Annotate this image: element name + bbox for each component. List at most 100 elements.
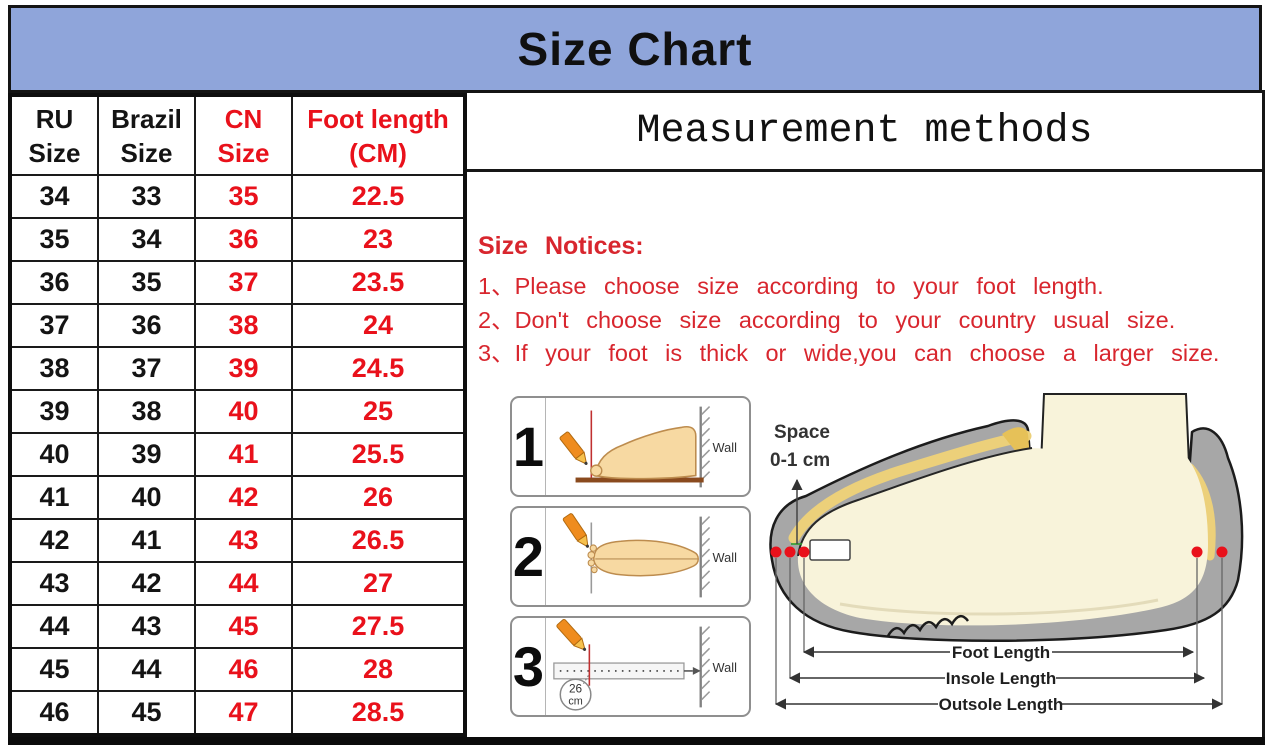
table-cell: 40 <box>97 474 196 520</box>
table-cell: 27 <box>291 560 466 606</box>
foot-inside-shoe <box>797 448 1208 626</box>
measurement-steps: 1 Wall <box>510 396 751 726</box>
table-cell: 39 <box>9 388 99 434</box>
table-cell: 38 <box>97 388 196 434</box>
table-cell: 37 <box>9 302 99 348</box>
notice-item: 2、Don't choose size according to your co… <box>478 306 1176 333</box>
table-cell: 24.5 <box>291 345 466 391</box>
pencil-icon <box>562 513 589 548</box>
table-cell: 34 <box>9 174 99 219</box>
table-cell: 23.5 <box>291 259 466 305</box>
title-bar: Size Chart <box>8 5 1262 93</box>
table-cell: 42 <box>9 517 99 563</box>
wall-hatch <box>699 626 711 708</box>
space-label-line2: 0-1 cm <box>770 450 830 471</box>
table-cell: 36 <box>97 302 196 348</box>
table-cell: 37 <box>97 345 196 391</box>
sole-shading <box>839 598 1159 616</box>
wall-label: Wall <box>713 550 737 565</box>
wall-label: Wall <box>713 660 737 675</box>
wall-hatch <box>699 406 711 488</box>
step2-foot-top-illustration: Wall <box>546 508 749 605</box>
table-row: 37 36 38 24 <box>9 302 466 348</box>
table-cell: 45 <box>9 646 99 692</box>
table-cell: 26 <box>291 474 466 520</box>
notice-item: 1、Please choose size according to your f… <box>478 273 1104 299</box>
outsole-length-label: Outsole Length <box>939 695 1064 714</box>
table-cell: 41 <box>97 517 196 563</box>
col-header-ru-size: RU Size <box>9 94 99 176</box>
col-header-brazil-size: Brazil Size <box>97 94 196 176</box>
length-arrows <box>774 646 1224 710</box>
table-cell: 45 <box>194 603 293 649</box>
table-cell: 38 <box>194 302 293 348</box>
insole-length-label: Insole Length <box>946 669 1057 688</box>
ruler <box>553 662 701 680</box>
table-row: 45 44 46 28 <box>9 646 466 692</box>
table-cell: 35 <box>97 259 196 305</box>
table-row: 35 34 36 23 <box>9 216 466 262</box>
length-value: 26 <box>569 682 583 696</box>
table-cell: 27.5 <box>291 603 466 649</box>
table-cell: 35 <box>194 174 293 219</box>
foot-length-label: Foot Length <box>952 643 1050 662</box>
table-row: 44 43 45 27.5 <box>9 603 466 649</box>
table-cell: 43 <box>194 517 293 563</box>
table-cell: 41 <box>194 431 293 477</box>
table-cell: 43 <box>9 560 99 606</box>
step-number: 1 <box>512 398 546 495</box>
col-header-foot-length: Foot length (CM) <box>291 94 466 176</box>
table-row: 43 42 44 27 <box>9 560 466 606</box>
table-cell: 44 <box>9 603 99 649</box>
page-right-border <box>1262 90 1265 744</box>
col-header-cn-size: CN Size <box>194 94 293 176</box>
foot-side-view <box>590 426 697 480</box>
length-unit: cm <box>568 695 582 707</box>
size-notices: Size Notices: 1、Please choose size accor… <box>478 232 1264 371</box>
step-number: 2 <box>512 508 546 605</box>
toe-box <box>809 539 851 561</box>
table-row: 40 39 41 25.5 <box>9 431 466 477</box>
notice-item: 3、If your foot is thick or wide,you can … <box>478 340 1220 366</box>
table-cell: 39 <box>97 431 196 477</box>
table-cell: 26.5 <box>291 517 466 563</box>
table-cell: 23 <box>291 216 466 262</box>
tread-waves <box>886 615 970 637</box>
table-cell: 34 <box>97 216 196 262</box>
table-cell: 45 <box>97 689 196 737</box>
measurement-methods-title: Measurement methods <box>636 108 1093 154</box>
pencil-icon <box>559 431 588 465</box>
length-labels: Foot Length Insole Length Outsole Length <box>939 643 1064 714</box>
step-number: 3 <box>512 618 546 715</box>
shoe-diagram: Space 0-1 cm Foot Length Insole Length O… <box>769 393 1244 714</box>
space-label-line1: Space <box>774 422 830 443</box>
table-cell: 36 <box>194 216 293 262</box>
table-cell: 37 <box>194 259 293 305</box>
table-cell: 38 <box>9 345 99 391</box>
page-bottom-border <box>8 737 1265 745</box>
table-row: 46 45 47 28.5 <box>9 689 466 737</box>
wall-hatch <box>699 516 711 598</box>
foot-top-view <box>587 539 699 577</box>
table-cell: 35 <box>9 216 99 262</box>
table-row: 39 38 40 25 <box>9 388 466 434</box>
table-cell: 25 <box>291 388 466 434</box>
table-cell: 46 <box>194 646 293 692</box>
wall-label: Wall <box>713 440 737 455</box>
measurement-methods-header: Measurement methods <box>467 93 1262 172</box>
table-cell: 28 <box>291 646 466 692</box>
table-cell: 46 <box>9 689 99 737</box>
size-notices-heading: Size Notices: <box>478 232 644 260</box>
table-cell: 39 <box>194 345 293 391</box>
table-row: 38 37 39 24.5 <box>9 345 466 391</box>
step-panel-1: 1 Wall <box>510 396 751 497</box>
table-row: 42 41 43 26.5 <box>9 517 466 563</box>
table-cell: 40 <box>194 388 293 434</box>
table-cell: 33 <box>97 174 196 219</box>
table-row: 34 33 35 22.5 <box>9 174 466 219</box>
table-cell: 41 <box>9 474 99 520</box>
table-cell: 44 <box>97 646 196 692</box>
step3-art-svg: Wall <box>553 618 737 711</box>
table-cell: 40 <box>9 431 99 477</box>
